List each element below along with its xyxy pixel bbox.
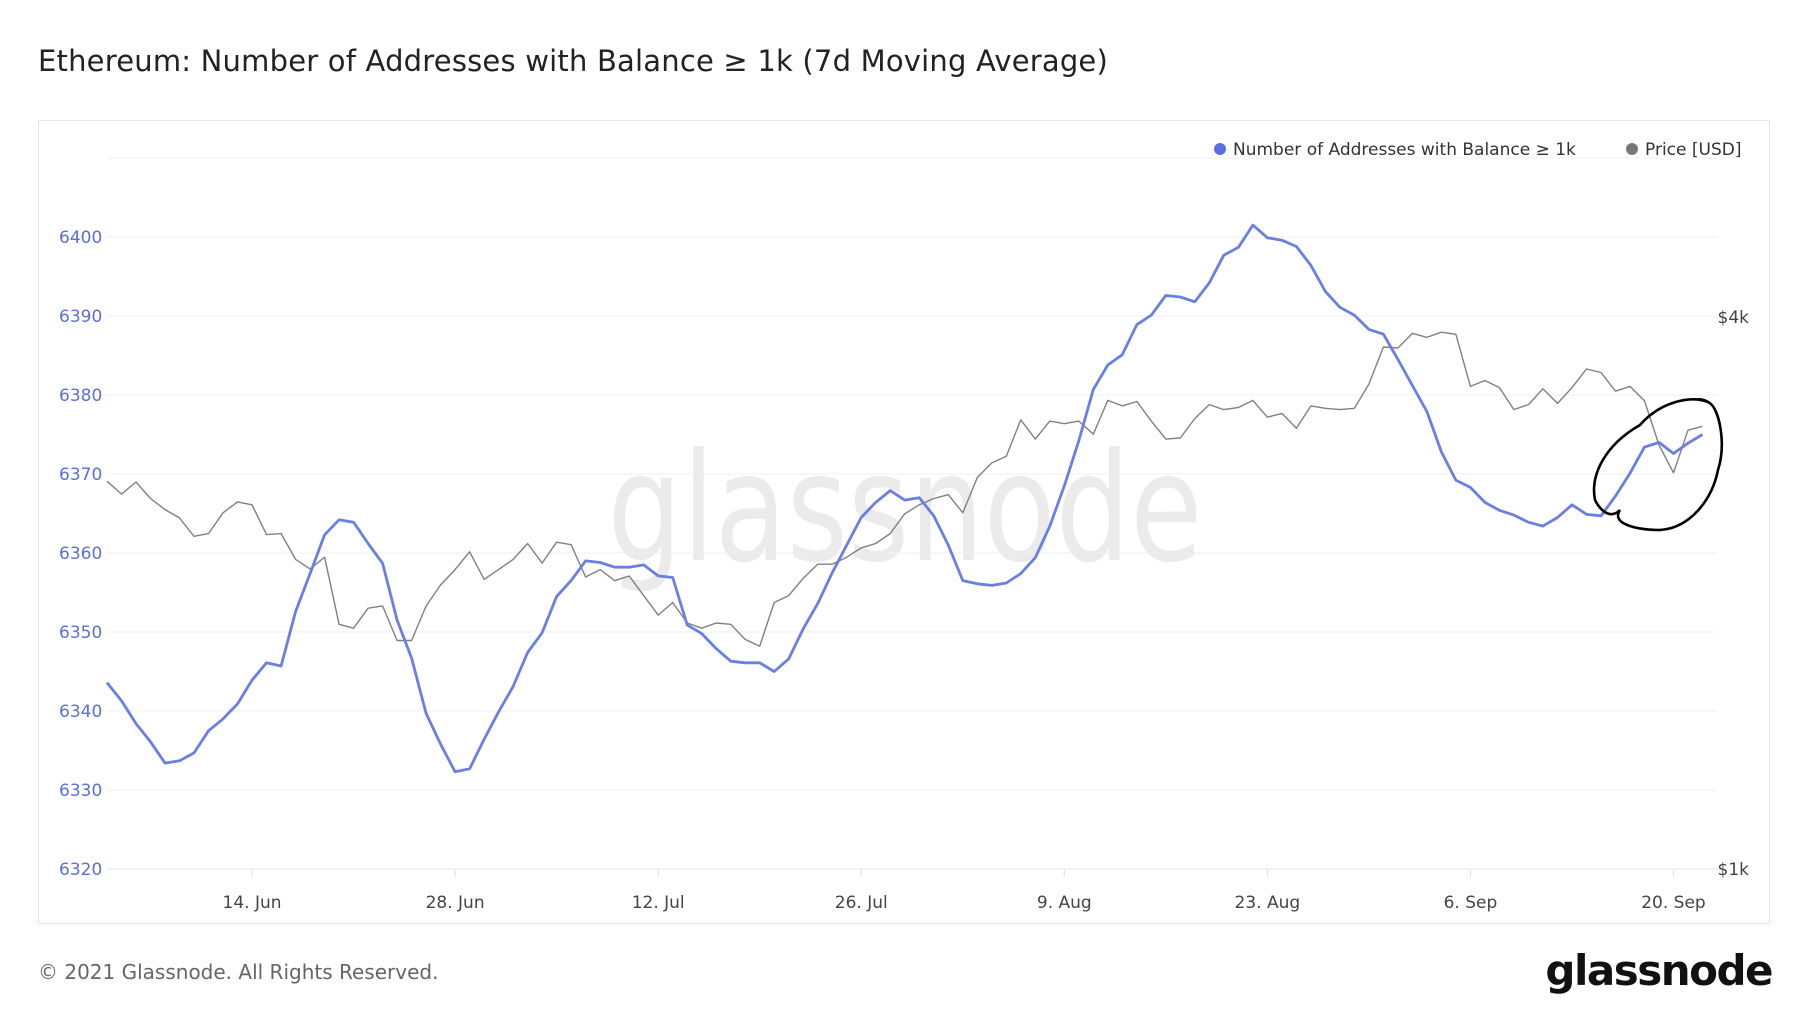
y-axis-right-tick: $1k [1718, 860, 1750, 880]
x-axis-tick: 26. Jul [835, 893, 888, 913]
y-axis-left-tick: 6380 [59, 386, 102, 406]
chart-frame [38, 120, 1770, 924]
chart-title: Ethereum: Number of Addresses with Balan… [38, 44, 1108, 78]
legend-marker [1626, 143, 1638, 155]
y-axis-left-tick: 6330 [59, 781, 102, 801]
price-series-line [106, 331, 1703, 647]
y-axis-right-tick: $4k [1718, 308, 1750, 328]
y-axis-left-tick: 6400 [59, 228, 102, 248]
x-axis-tick: 28. Jun [426, 893, 485, 913]
y-axis-left-tick: 6350 [59, 623, 102, 643]
x-axis-tick: 12. Jul [632, 893, 685, 913]
y-axis-left-tick: 6370 [59, 465, 102, 485]
x-axis-tick: 23. Aug [1235, 893, 1301, 913]
y-axis-left-tick: 6360 [59, 544, 102, 564]
y-axis-left-tick: 6340 [59, 702, 102, 722]
x-axis-tick: 20. Sep [1641, 893, 1705, 913]
legend-marker [1214, 143, 1226, 155]
glassnode-logo[interactable]: glassnode [1545, 946, 1773, 995]
copyright-text: © 2021 Glassnode. All Rights Reserved. [38, 960, 439, 984]
legend-item: Price [USD] [1645, 140, 1741, 160]
watermark: glassnode [608, 422, 1203, 596]
y-axis-left-tick: 6390 [59, 307, 102, 327]
x-axis-tick: 14. Jun [223, 893, 282, 913]
hand-drawn-circle-annotation [1592, 398, 1724, 532]
x-axis-tick: 9. Aug [1037, 893, 1092, 913]
y-axis-left-tick: 6320 [59, 860, 102, 880]
x-axis-tick: 6. Sep [1444, 893, 1498, 913]
addresses-series-line [105, 223, 1704, 774]
legend-item: Number of Addresses with Balance ≥ 1k [1233, 140, 1576, 160]
